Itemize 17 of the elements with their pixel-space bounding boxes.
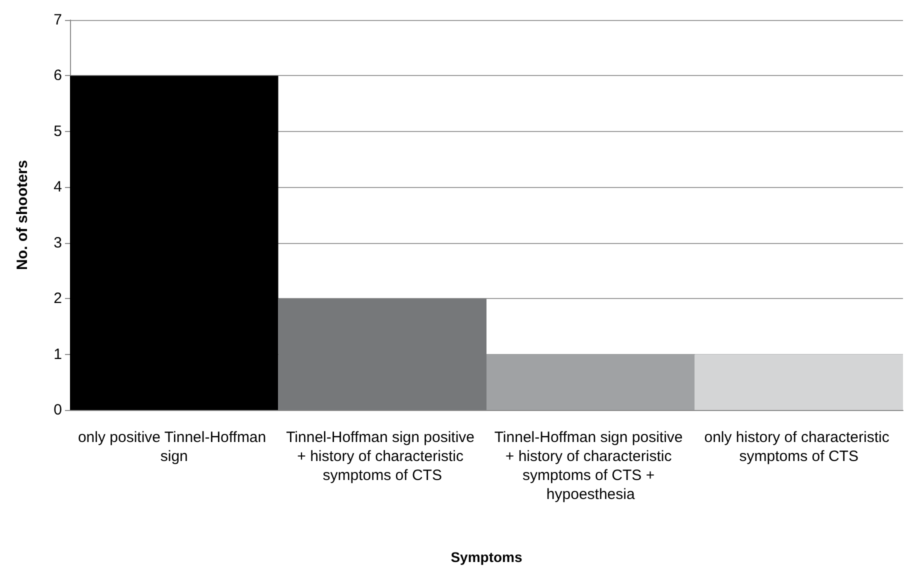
y-tick-label: 3	[54, 234, 62, 252]
y-axis-title: No. of shooters	[14, 160, 31, 270]
y-tick-label: 6	[54, 67, 62, 84]
x-axis-title: Symptoms	[450, 549, 522, 565]
y-tick-label: 7	[54, 12, 62, 28]
bar	[70, 76, 278, 410]
bar	[694, 354, 903, 410]
x-tick-label: Tinnel-Hoffman sign positive + history of characteristic symptoms of CTS	[286, 429, 479, 484]
x-tick-label: only positive Tinnel-Hoffman sign	[78, 429, 270, 465]
y-tick-label: 2	[54, 290, 62, 308]
y-tick-label: 5	[54, 122, 62, 140]
y-tick-label: 4	[54, 178, 62, 196]
x-tick-label: Tinnel-Hoffman sign positive + history of characteristic symptoms of CTS + hypoesthesia	[494, 429, 687, 503]
y-tick-label: 1	[54, 346, 62, 363]
x-tick-label: only history of characteristic symptoms of CTS	[704, 429, 894, 465]
y-tick-label: 0	[54, 402, 62, 418]
bar	[278, 298, 486, 410]
